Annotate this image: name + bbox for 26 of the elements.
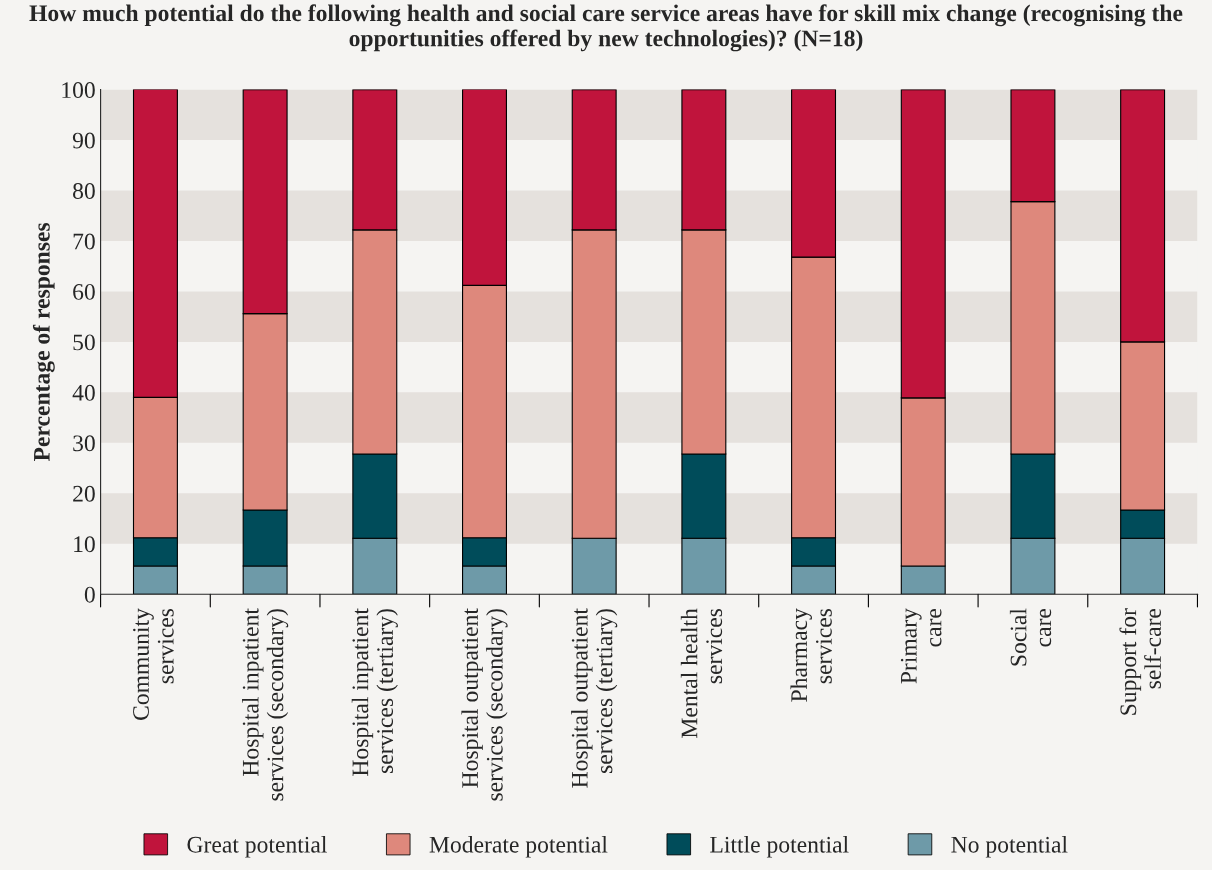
y-tick-label: 90 bbox=[72, 132, 95, 149]
legend-label: Moderate potential bbox=[429, 836, 608, 858]
y-tick-label: 70 bbox=[73, 233, 95, 250]
y-tick-label: 0 bbox=[84, 586, 95, 603]
x-tick-label: Hospital inpatient services (tertiary) bbox=[351, 608, 398, 776]
y-tick-label: 60 bbox=[73, 283, 95, 300]
y-tick-label: 40 bbox=[72, 384, 95, 401]
x-tick-label: Mental health services bbox=[680, 608, 723, 738]
legend-label: Great potential bbox=[187, 836, 327, 858]
y-tick-label: 10 bbox=[74, 536, 95, 553]
y-tick-label: 50 bbox=[73, 334, 95, 351]
y-tick-label: 20 bbox=[73, 485, 95, 502]
chart-title: How much potential do the following health and social care service areas have for skill mix change (recognising the opportunities offered by new technologies)? (N=18) bbox=[29, 4, 1183, 52]
x-tick-label: Pharmacy services bbox=[790, 608, 832, 702]
x-tick-label: Social care bbox=[1009, 608, 1052, 666]
x-tick-label: Hospital inpatient services (secondary) bbox=[242, 608, 289, 801]
legend-label: Little potential bbox=[710, 836, 849, 858]
legend-label: No potential bbox=[951, 836, 1068, 858]
y-axis-title: Percentage of responses bbox=[32, 222, 55, 462]
x-tick-label: Hospital outpatient services (tertiary) bbox=[571, 608, 618, 788]
y-tick-label: 30 bbox=[73, 435, 95, 452]
x-tick-label: Community services bbox=[133, 608, 174, 720]
x-tick-label: Primary care bbox=[900, 608, 942, 684]
x-tick-label: Hospital outpatient services (secondary) bbox=[461, 608, 508, 801]
y-tick-label: 80 bbox=[73, 183, 95, 199]
y-tick-label: 100 bbox=[62, 82, 95, 99]
